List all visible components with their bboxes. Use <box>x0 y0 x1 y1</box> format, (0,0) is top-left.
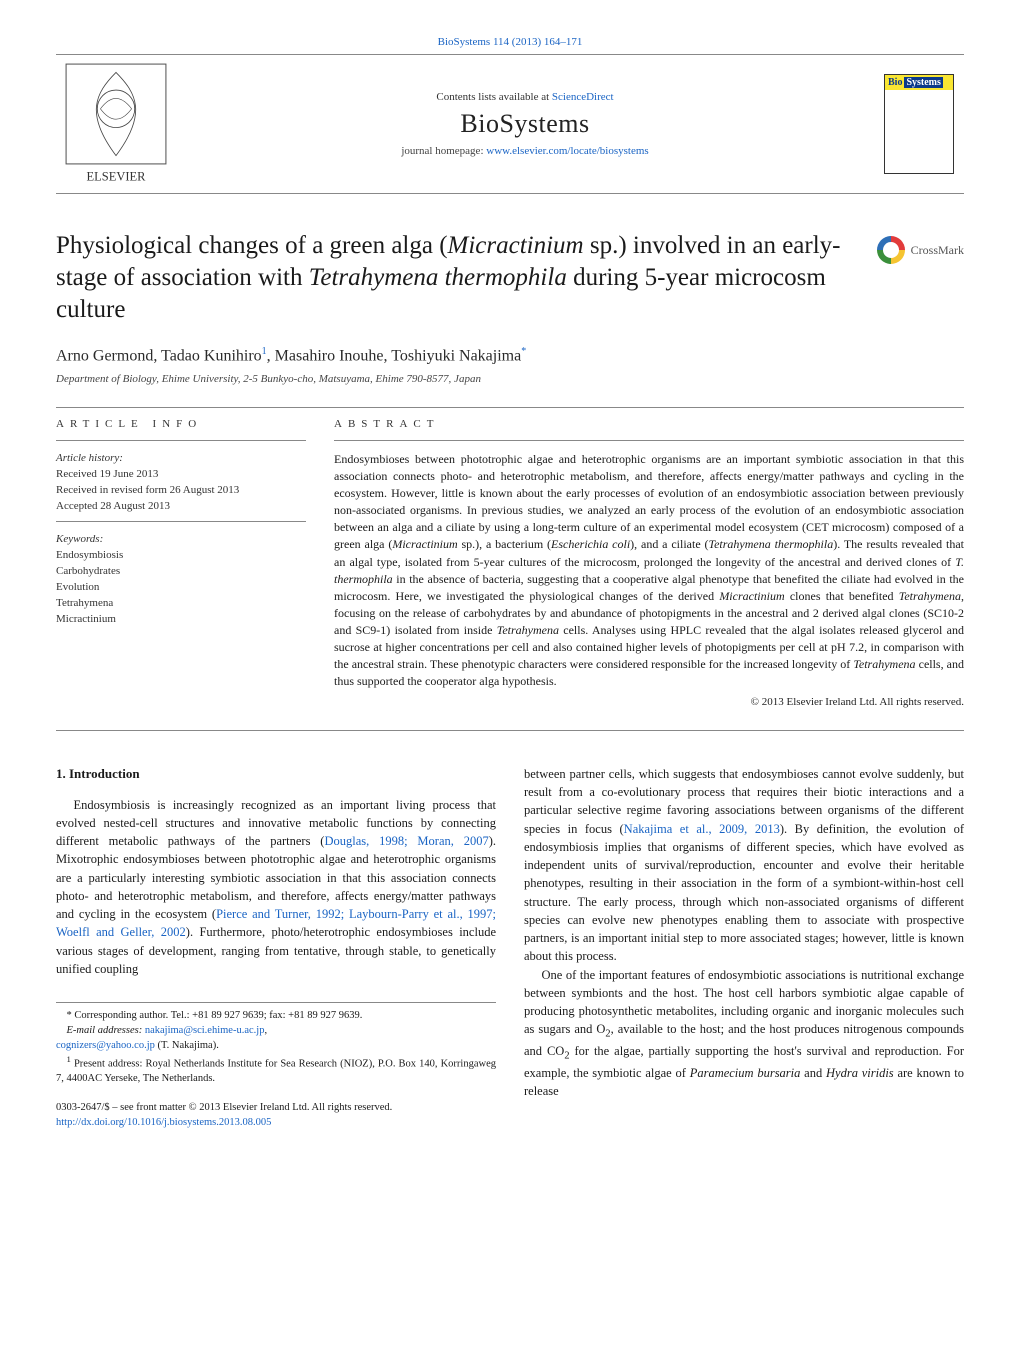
sep: , <box>264 1025 267 1036</box>
email-link[interactable]: cognizers@yahoo.co.jp <box>56 1040 155 1051</box>
abs-italic: Escherichia coli <box>551 537 630 551</box>
article-history: Article history: Received 19 June 2013 R… <box>56 451 306 515</box>
crossmark-badge[interactable]: CrossMark <box>877 236 964 264</box>
citation-link[interactable]: Nakajima et al., 2009, 2013 <box>624 822 780 836</box>
keyword: Carbohydrates <box>56 564 306 580</box>
sciencedirect-link[interactable]: ScienceDirect <box>552 91 614 103</box>
footnotes: * Corresponding author. Tel.: +81 89 927… <box>56 1002 496 1087</box>
journal-homepage-line: journal homepage: www.elsevier.com/locat… <box>401 145 648 157</box>
journal-header: ELSEVIER Contents lists available at Sci… <box>56 54 964 194</box>
title-italic: Micractinium <box>448 232 584 259</box>
abs-italic: Micractinium <box>392 537 457 551</box>
article-title: Physiological changes of a green alga (M… <box>56 230 964 326</box>
title-text: Physiological changes of a green alga ( <box>56 232 448 259</box>
doi-link[interactable]: http://dx.doi.org/10.1016/j.biosystems.2… <box>56 1117 271 1128</box>
abs-text: clones that benefited <box>785 589 899 603</box>
abs-italic: Tetrahymena <box>899 589 961 603</box>
citation-link[interactable]: Douglas, 1998; Moran, 2007 <box>324 834 488 848</box>
abstract-text: Endosymbioses between phototrophic algae… <box>334 451 964 689</box>
body-column-right: between partner cells, which suggests th… <box>524 765 964 1131</box>
history-item: Accepted 28 August 2013 <box>56 499 306 515</box>
author: Toshiyuki Nakajima <box>391 347 521 364</box>
body-italic: Hydra viridis <box>826 1066 894 1080</box>
email-label: E-mail addresses: <box>67 1025 145 1036</box>
abs-italic: Tetrahymena thermophila <box>709 537 834 551</box>
corresponding-author-mark[interactable]: * <box>521 346 526 357</box>
journal-citation[interactable]: BioSystems 114 (2013) 164–171 <box>56 36 964 48</box>
affiliation: Department of Biology, Ehime University,… <box>56 373 964 385</box>
author-footnote-ref[interactable]: 1 <box>262 346 267 357</box>
keywords-label: Keywords: <box>56 532 306 548</box>
abstract-copyright: © 2013 Elsevier Ireland Ltd. All rights … <box>334 696 964 708</box>
keyword: Endosymbiosis <box>56 548 306 564</box>
abs-text: ), and a ciliate ( <box>630 537 708 551</box>
svg-text:ELSEVIER: ELSEVIER <box>87 169 147 183</box>
divider <box>56 407 964 408</box>
elsevier-logo: ELSEVIER <box>56 55 176 193</box>
journal-home-prefix: journal homepage: <box>401 145 486 157</box>
journal-cover-thumb: BioSystems <box>874 55 964 193</box>
contents-line: Contents lists available at ScienceDirec… <box>436 91 613 103</box>
email-suffix: (T. Nakajima). <box>155 1040 219 1051</box>
author-list: Arno Germond, Tadao Kunihiro1, Masahiro … <box>56 346 964 365</box>
abs-italic: Micractinium <box>719 589 784 603</box>
body-text: ). By definition, the evolution of endos… <box>524 822 964 964</box>
email-link[interactable]: nakajima@sci.ehime-u.ac.jp <box>145 1025 265 1036</box>
footnote-text: Present address: Royal Netherlands Insti… <box>56 1059 496 1085</box>
contents-prefix: Contents lists available at <box>436 91 551 103</box>
abs-text: sp.), a bacterium ( <box>458 537 551 551</box>
divider <box>56 521 306 522</box>
cover-systems: Systems <box>904 77 942 88</box>
section-heading-introduction: 1. Introduction <box>56 765 496 784</box>
abs-italic: Tetrahymena <box>853 657 915 671</box>
body-italic: Paramecium bursaria <box>690 1066 801 1080</box>
crossmark-label: CrossMark <box>911 243 964 258</box>
author: Arno Germond <box>56 347 153 364</box>
author: Tadao Kunihiro <box>161 347 262 364</box>
divider <box>334 440 964 441</box>
abstract-heading: abstract <box>334 418 964 430</box>
bottom-meta: 0303-2647/$ – see front matter © 2013 El… <box>56 1101 496 1130</box>
journal-name: BioSystems <box>460 109 589 139</box>
divider <box>56 730 964 731</box>
body-column-left: 1. Introduction Endosymbiosis is increas… <box>56 765 496 1131</box>
crossmark-icon <box>877 236 905 264</box>
issn-line: 0303-2647/$ – see front matter © 2013 El… <box>56 1101 496 1116</box>
corresponding-author-footnote: * Corresponding author. Tel.: +81 89 927… <box>56 1009 496 1024</box>
history-item: Received 19 June 2013 <box>56 467 306 483</box>
cover-bio: Bio <box>888 77 902 88</box>
author: Masahiro Inouhe <box>275 347 384 364</box>
keyword: Tetrahymena <box>56 596 306 612</box>
title-italic: Tetrahymena thermophila <box>309 264 567 291</box>
history-item: Received in revised form 26 August 2013 <box>56 483 306 499</box>
keywords-block: Keywords: Endosymbiosis Carbohydrates Ev… <box>56 532 306 628</box>
article-info-heading: article info <box>56 418 306 430</box>
divider <box>56 440 306 441</box>
history-label: Article history: <box>56 451 306 467</box>
body-text: and <box>800 1066 826 1080</box>
keyword: Evolution <box>56 580 306 596</box>
abs-italic: Tetrahymena <box>497 623 559 637</box>
journal-homepage-link[interactable]: www.elsevier.com/locate/biosystems <box>486 145 648 157</box>
keyword: Micractinium <box>56 612 306 628</box>
